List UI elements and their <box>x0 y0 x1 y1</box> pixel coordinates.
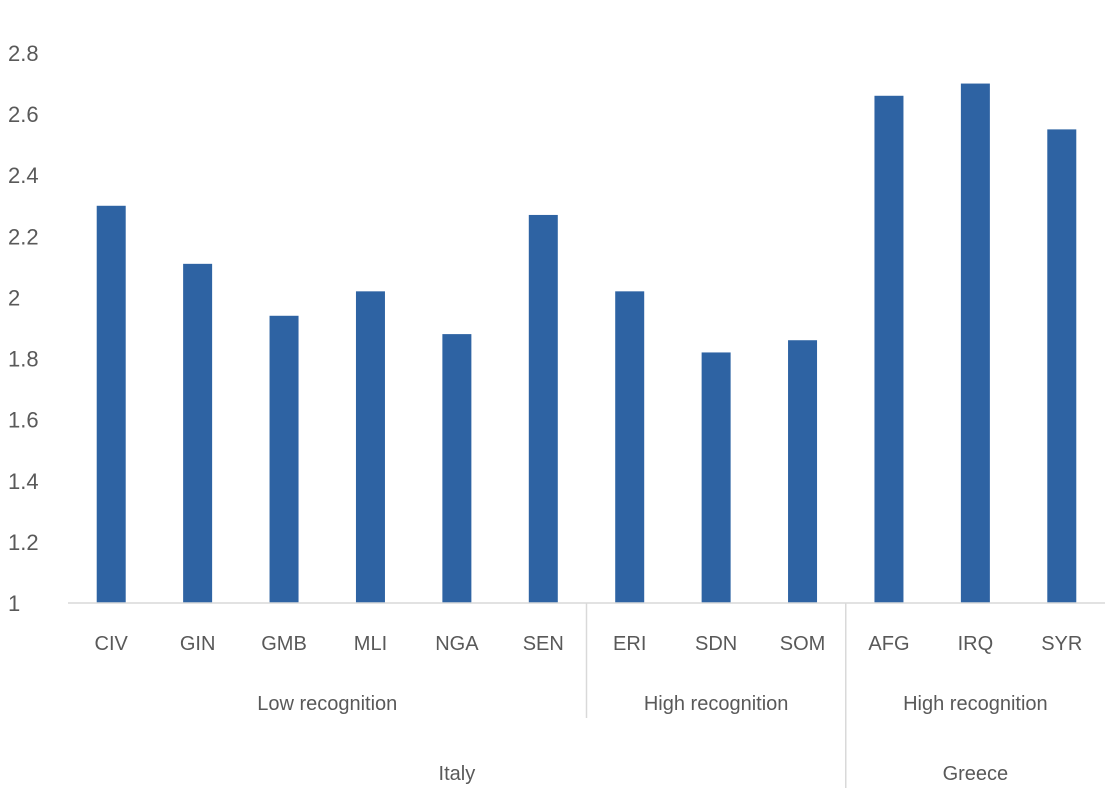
x-tick-label: MLI <box>354 633 387 655</box>
y-tick-label: 2.6 <box>8 102 39 127</box>
y-tick-label: 2.8 <box>8 41 39 66</box>
y-tick-label: 2 <box>8 285 20 310</box>
bar-afg <box>874 95 904 604</box>
x-tick-label: GMB <box>261 633 307 655</box>
bar-nga <box>442 334 472 603</box>
y-tick-label: 2.4 <box>8 163 39 188</box>
x-tick-label: AFG <box>868 633 909 655</box>
bar-irq <box>960 83 990 604</box>
subgroup-labels: Low recognition High recognition High reco… <box>257 693 1047 715</box>
x-tick-label: ERI <box>613 633 646 655</box>
bar-eri <box>615 291 645 603</box>
x-tick-label: SDN <box>695 633 737 655</box>
y-tick-label: 1 <box>8 591 20 616</box>
subgroup-label: High recognition <box>644 693 789 715</box>
group-label: Greece <box>943 763 1009 785</box>
subgroup-label: Low recognition <box>257 693 397 715</box>
x-tick-label: SYR <box>1041 633 1082 655</box>
subgroup-label: High recognition <box>903 693 1048 715</box>
bar-gin <box>183 263 213 603</box>
x-tick-label: NGA <box>435 633 479 655</box>
y-tick-label: 2.2 <box>8 224 39 249</box>
x-tick-label: IRQ <box>958 633 994 655</box>
y-tick-label: 1.6 <box>8 408 39 433</box>
bar-civ <box>96 205 126 603</box>
bar-sdn <box>701 352 731 603</box>
group-labels: Italy Greece <box>439 763 1009 785</box>
y-tick-label: 1.4 <box>8 469 39 494</box>
x-tick-label: GIN <box>180 633 216 655</box>
bar-sen <box>528 214 558 603</box>
y-tick-label: 1.2 <box>8 530 39 555</box>
bar-mli <box>355 291 385 603</box>
category-labels: CIV GIN GMB MLI NGA SEN ERI SDN SOM AFG IRQ SYR <box>95 633 1083 655</box>
group-label: Italy <box>439 763 476 785</box>
bar-som <box>788 340 818 603</box>
bar-gmb <box>269 315 299 603</box>
y-axis-ticks: 1 1.2 1.4 1.6 1.8 2 2.2 2.4 2.6 2.8 <box>8 41 39 616</box>
x-tick-label: SEN <box>523 633 564 655</box>
y-tick-label: 1.8 <box>8 347 39 372</box>
x-tick-label: CIV <box>95 633 129 655</box>
bars <box>96 83 1077 604</box>
group-separators <box>585 603 847 788</box>
x-tick-label: SOM <box>780 633 826 655</box>
bar-syr <box>1047 129 1077 603</box>
